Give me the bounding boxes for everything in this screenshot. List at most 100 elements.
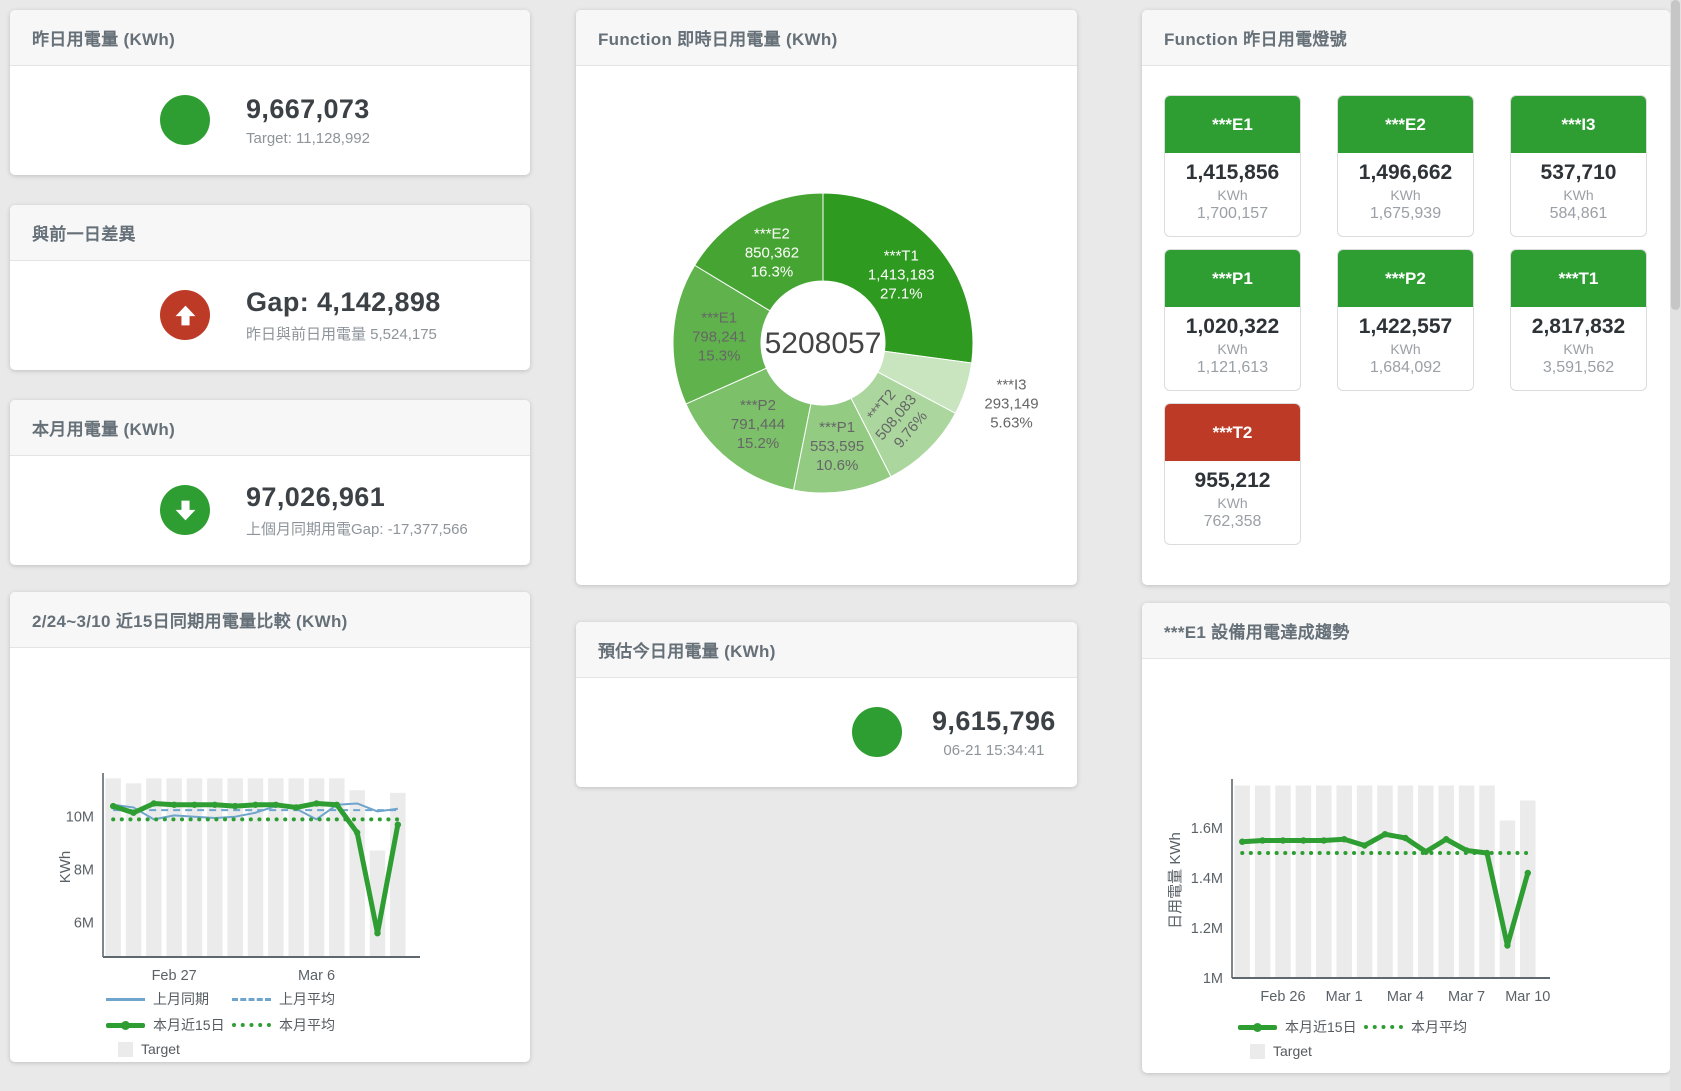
prev-day-gap-value: Gap: 4,142,898 [246,286,441,317]
legend-item-gray-box[interactable]: Target [106,1041,232,1057]
legend-row: 本月近15日 本月平均 [106,1015,530,1035]
target-bar [146,778,162,957]
card-month-usage-title: 本月用電量 (KWh) [10,400,530,456]
series-point [1524,869,1531,877]
donut-slice-E2[interactable] [694,192,824,312]
realtime-donut-title: Function 即時日用電量 (KWh) [576,10,1077,66]
y-tick-label: 10M [66,810,94,826]
series-point [1259,837,1266,844]
legend-item-gray-box[interactable]: Target [1238,1043,1364,1059]
light-tile-E1[interactable]: ***E1 1,415,856 KWh 1,700,157 [1164,95,1301,237]
x-tick-label: Feb 26 [1260,989,1305,1005]
x-tick-label: Feb 27 [152,968,197,983]
e1-trend-chart[interactable]: 1M 1.2M 1.4M 1.6M Feb 26 Mar 1 Mar 4 Mar 7 Mar 1… [1142,659,1670,1011]
target-bar [1418,785,1434,978]
target-bar [1479,785,1495,978]
donut-center-total: 5208057 [765,327,882,360]
light-tile-name: ***P2 [1338,250,1473,307]
series-point [1483,849,1491,857]
legend-item-green-dotted[interactable]: 本月平均 [232,1015,358,1035]
series-point [130,809,137,816]
donut-slice-label-P2: ***P2 791,444 15.2% [731,397,785,452]
light-tile-unit: KWh [1217,495,1248,511]
target-bar [288,778,304,957]
legend-item-green-thick[interactable]: 本月近15日 [1238,1017,1364,1037]
card-e1-trend: ***E1 設備用電達成趨勢 1M 1.2M 1.4M 1.6M Feb 26 Mar 1… [1142,603,1670,1073]
compare-15day-chart[interactable]: 6M 8M 10M Feb 27 Mar 6 KWh [10,648,530,983]
light-tile-P2[interactable]: ***P2 1,422,557 KWh 1,684,092 [1337,249,1474,391]
series-point [150,800,158,807]
month-usage-value: 97,026,961 [246,481,386,512]
legend-marker-gray-box-icon [1250,1043,1265,1059]
series-line-blue-solid [113,802,398,821]
target-bar [1234,785,1250,978]
target-bar [349,790,365,957]
light-tile-I3[interactable]: ***I3 537,710 KWh 584,861 [1510,95,1647,237]
legend-row: Target [1238,1043,1670,1059]
legend-item-blue-solid[interactable]: 上月同期 [106,989,232,1009]
legend-marker-green-thick-icon [106,1020,145,1030]
legend-marker-gray-box-icon [118,1041,133,1057]
light-tile-unit: KWh [1563,341,1594,357]
target-bar [207,778,223,957]
card-month-usage: 本月用電量 (KWh) 97,026,961 上個月同期用電Gap: -17,3… [10,400,530,565]
light-tile-name: ***E1 [1165,96,1300,153]
target-bar [1377,785,1393,978]
legend-marker-blue-dashed-icon [232,997,271,1001]
light-tile-target: 1,121,613 [1196,359,1269,376]
legend-label: 本月近15日 [153,1017,225,1033]
month-usage-subtitle: 上個月同期用電Gap: -17,377,566 [246,520,468,538]
legend-item-blue-dashed[interactable]: 上月平均 [232,989,358,1009]
series-point [394,821,402,828]
legend-marker-green-dotted-icon [232,1023,271,1027]
light-tile-T1[interactable]: ***T1 2,817,832 KWh 3,591,562 [1510,249,1647,391]
donut-slice-T1[interactable] [822,192,974,364]
series-point [353,829,361,836]
light-tile-value: 1,020,322 [1185,315,1280,338]
target-bar [1316,785,1332,978]
light-tile-P1[interactable]: ***P1 1,020,322 KWh 1,121,613 [1164,249,1301,391]
legend-item-green-dotted[interactable]: 本月平均 [1364,1017,1490,1037]
light-tile-name: ***T2 [1165,404,1300,461]
target-bar [105,778,121,957]
card-compare-chart: 2/24~3/10 近15日同期用電量比較 (KWh) 6M 8M 10M Feb 2… [10,592,530,1062]
legend-label: Target [1273,1043,1312,1059]
card-prev-day-gap-body: Gap: 4,142,898 昨日與前日用電量 5,524,175 [10,261,530,369]
series-point [1443,836,1450,843]
series-point [1239,838,1246,845]
series-point [170,801,178,808]
x-tick-label: Mar 7 [1448,989,1485,1005]
right-column: Function 昨日用電燈號 ***E1 1,415,856 KWh 1,700,1… [1142,10,1670,1073]
left-column: 昨日用電量 (KWh) 9,667,073 Target: 11,128,992… [10,10,530,1062]
light-tile-target: 1,675,939 [1369,205,1442,222]
series-point [1361,842,1368,849]
target-bar [369,850,386,957]
green-down-arrow-icon [160,485,210,535]
light-tile-value: 1,415,856 [1185,161,1280,184]
estimate-today-value: 9,615,796 [932,705,1056,736]
scrollbar[interactable] [1670,0,1681,1091]
light-tile-T2[interactable]: ***T2 955,212 KWh 762,358 [1164,403,1301,545]
target-bar [1275,785,1291,978]
series-point [1402,834,1409,842]
scrollbar-thumb[interactable] [1671,0,1680,310]
series-point [1341,836,1348,843]
donut-slice-label-P1: ***P1 553,595 10.6% [810,419,864,474]
light-tile-E2[interactable]: ***E2 1,496,662 KWh 1,675,939 [1337,95,1474,237]
donut-slice-P2[interactable] [685,367,812,491]
light-tile-unit: KWh [1563,187,1594,203]
card-prev-day-gap-title: 與前一日差異 [10,205,530,261]
series-point [109,802,117,810]
legend-item-green-thick[interactable]: 本月近15日 [106,1015,232,1035]
middle-column: Function 即時日用電量 (KWh) ***T1 1,413,183 27.1… [576,10,1077,787]
realtime-usage-donut-chart[interactable]: ***T1 1,413,183 27.1%***I3 293,149 5.63%***T… [576,66,1077,581]
y-tick-label: 8M [74,863,94,879]
donut-slice-E1[interactable] [672,264,771,405]
yesterday-usage-target: Target: 11,128,992 [246,129,370,147]
e1-trend-legend: 本月近15日 本月平均 Target [1238,1017,1670,1059]
series-point [191,801,198,808]
series-point [231,802,239,810]
light-tile-target: 762,358 [1203,513,1262,530]
series-point [1504,942,1511,949]
target-bar [1438,785,1454,978]
